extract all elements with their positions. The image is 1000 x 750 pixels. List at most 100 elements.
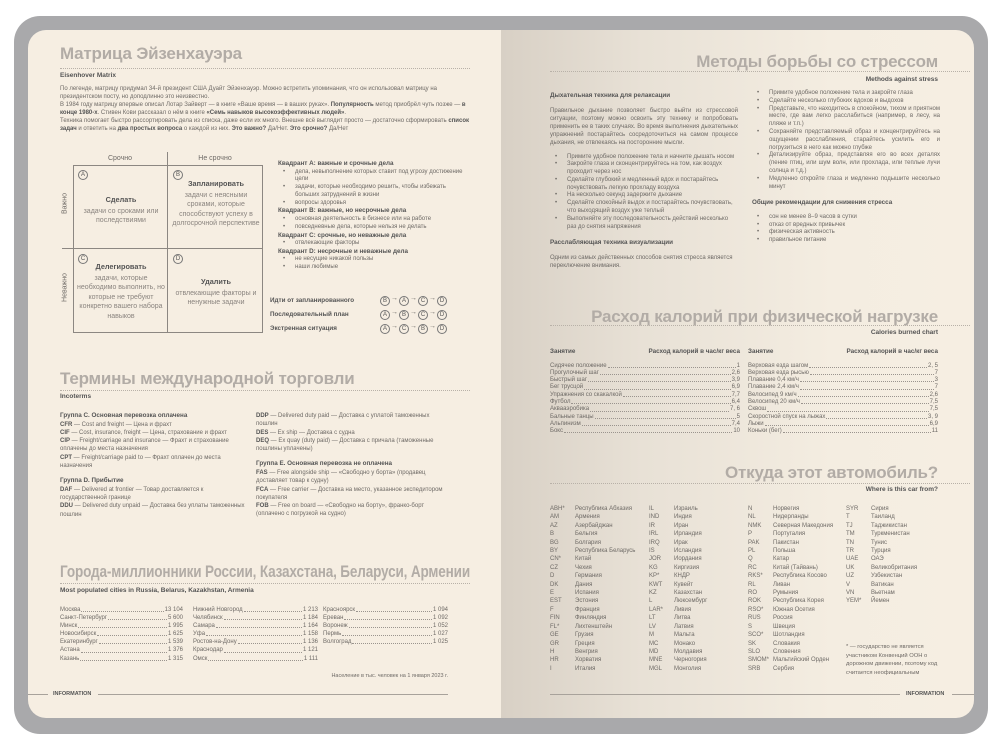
- city-row: Уфа 1 158: [193, 630, 318, 638]
- car-code-row: IRL Ирландия: [649, 530, 745, 538]
- leader-dots: [588, 377, 731, 383]
- activity-name: Сквош: [748, 406, 767, 413]
- country-name: Турция: [871, 548, 891, 555]
- country-name: Ирак: [674, 539, 688, 546]
- car-code-row: SRB Сербия: [748, 665, 844, 673]
- city-row: Екатеринбург 1 539: [60, 638, 183, 646]
- leader-dots: [799, 384, 934, 390]
- country-name: Киргизия: [674, 564, 700, 571]
- calories-value: 2, 5: [927, 362, 938, 369]
- calories-row: Прогулочный шаг 2,6: [550, 370, 740, 377]
- country-code: NMK: [748, 522, 762, 529]
- incoterm-code: FAS: [256, 469, 268, 476]
- col-value: Расход калорий в час/кг веса: [846, 348, 939, 355]
- car-code-row: LV Латвия: [649, 623, 745, 631]
- country-name: Монако: [674, 640, 696, 647]
- country-name: Литва: [674, 615, 691, 622]
- leader-dots: [563, 428, 733, 434]
- city-name: Казань: [60, 655, 80, 662]
- legend-item: повседневные дела, которые нельзя не дел…: [278, 224, 468, 232]
- country-name: Кувейт: [674, 581, 694, 588]
- row-important: Важно: [61, 193, 69, 215]
- city-row: Нижний Новгород 1 213: [193, 606, 318, 614]
- general-item: отказ от вредных привычек: [752, 222, 940, 230]
- incoterm-code: CIP: [60, 438, 71, 445]
- leader-dots: [799, 377, 934, 383]
- incoterm-description: — Cost and freight — Цена и фрахт: [72, 421, 172, 428]
- col-not-urgent: Не срочно: [198, 155, 232, 162]
- car-code-row: V Ватикан: [846, 581, 942, 589]
- country-name: ОАЭ: [871, 556, 884, 563]
- incoterm-description: — Freight/carriage and insurance — Фрахт…: [60, 438, 229, 453]
- leader-dots: [571, 399, 731, 405]
- incoterm-code: DES: [256, 429, 269, 436]
- calories-row: Альпинизм 7,4: [550, 421, 740, 428]
- leader-dots: [607, 363, 736, 368]
- country-name: Мальта: [674, 632, 695, 639]
- city-population: 1 315: [167, 655, 183, 662]
- incoterm-item: CPT — Freight/carriage paid to — Фрахт о…: [60, 454, 250, 471]
- country-name: Азербайджан: [575, 522, 613, 529]
- cars-title: Откуда этот автомобиль?: [550, 463, 938, 483]
- country-code: NL: [748, 514, 756, 521]
- incoterm-description: — Delivered at frontier — Товар доставля…: [60, 486, 204, 502]
- city-name: Челябинск: [193, 615, 223, 622]
- calories-value: 6,9: [929, 420, 938, 427]
- country-name: Лихтенштейн: [575, 623, 613, 630]
- activity-name: Аквааэробика: [550, 406, 590, 413]
- country-code: SCO*: [748, 632, 764, 639]
- visual-step: Медленно откройте глаза и медленно подыш…: [752, 176, 940, 192]
- visual-step: Сделайте несколько глубоких вдохов и выд…: [752, 98, 940, 106]
- matrix-grid: [73, 165, 263, 333]
- eisenhower-subtitle: Eisenhover Matrix: [60, 72, 116, 79]
- footer-line: [550, 694, 900, 695]
- col-urgent: Срочно: [107, 155, 133, 162]
- visual-step: Примите удобное положение тела и закройт…: [752, 90, 940, 98]
- country-name: Индия: [674, 514, 692, 521]
- arrow-icon: →: [410, 295, 417, 302]
- visual-step: Сохраняйте представляемый образ и концен…: [752, 129, 940, 152]
- car-code-row: LT Литва: [649, 614, 745, 622]
- country-name: Люксембург: [674, 598, 708, 605]
- country-name: Китай: [575, 556, 592, 563]
- country-code: BG: [550, 539, 559, 546]
- divider: [60, 583, 470, 584]
- city-row: Казань 1 315: [60, 655, 183, 663]
- legend-list: основная деятельность в бизнесе или на р…: [278, 216, 468, 232]
- leader-dots: [352, 638, 432, 645]
- car-code-row: GE Грузия: [550, 631, 646, 639]
- country-name: Польша: [773, 548, 796, 555]
- country-name: Ватикан: [871, 581, 894, 588]
- car-code-row: RO Румыния: [748, 589, 844, 597]
- car-code-row: FIN Финляндия: [550, 614, 646, 622]
- calories-row: Скоростной спуск на лыжах 3, 9: [748, 414, 938, 421]
- calories-row: Сидячее положение 1: [550, 363, 740, 370]
- city-name: Новосибирск: [60, 631, 97, 638]
- country-name: Эстония: [575, 598, 599, 605]
- quadrant-letter-icon: A: [380, 310, 390, 320]
- cars-column: IL Израиль IND Индия IR Иран IRL Ирландия IRQ Ира…: [649, 505, 745, 673]
- quadrant-legend: Квадрант A: важные и срочные дела дела, н…: [278, 160, 468, 272]
- quadrant-letter-icon: D: [437, 310, 447, 320]
- leader-dots: [800, 399, 929, 405]
- legend-list: отвлекающие факторы: [278, 240, 468, 248]
- stress-title-text: Методы борьбы со стрессом: [696, 52, 938, 71]
- country-code: CN*: [550, 556, 562, 563]
- divider: [550, 483, 970, 484]
- country-name: Северная Македония: [773, 522, 834, 529]
- incoterm-description: — Ex quay (duty paid) — Доставка с прича…: [256, 437, 434, 453]
- country-name: Туркменистан: [871, 531, 910, 538]
- car-code-row: CZ Чехия: [550, 564, 646, 572]
- cities-subtitle: Most populated cities in Russia, Belarus…: [60, 587, 254, 594]
- country-name: Израиль: [674, 506, 698, 512]
- incoterm-item: CIF — Cost, insurance, freight — Цена, с…: [60, 429, 250, 437]
- city-name: Уфа: [193, 631, 206, 638]
- quadrant-text: задачи с неясными сроками, которые спосо…: [172, 191, 260, 228]
- city-population: 1 111: [303, 655, 318, 662]
- car-code-row: IS Исландия: [649, 547, 745, 555]
- leader-dots: [80, 655, 167, 661]
- car-code-row: YEM* Йемен: [846, 597, 942, 605]
- order-row: Экстренная ситуация A → C → B → D: [270, 323, 470, 338]
- country-name: Испания: [575, 590, 599, 597]
- stress-left-column: Дыхательная техника для релаксации Прави…: [550, 92, 738, 270]
